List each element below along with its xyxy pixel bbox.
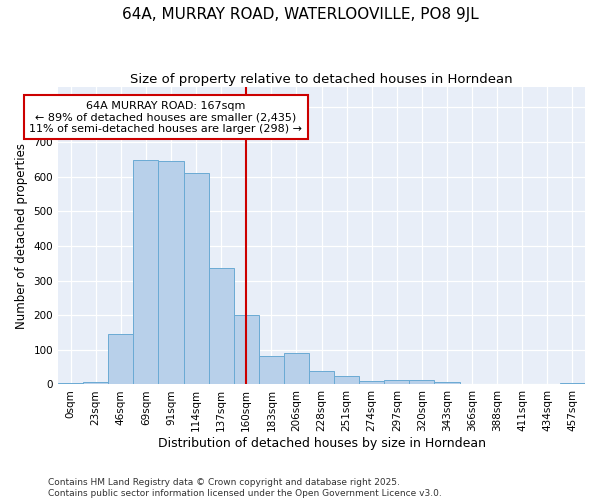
Bar [284, 354, 309, 384]
Bar [83, 382, 108, 384]
Bar [209, 268, 233, 384]
Bar [359, 381, 384, 384]
Bar [58, 382, 83, 384]
Bar [384, 380, 409, 384]
Bar [334, 376, 359, 384]
Text: 64A MURRAY ROAD: 167sqm
← 89% of detached houses are smaller (2,435)
11% of semi: 64A MURRAY ROAD: 167sqm ← 89% of detache… [29, 100, 302, 134]
Bar [133, 160, 158, 384]
Bar [409, 380, 434, 384]
X-axis label: Distribution of detached houses by size in Horndean: Distribution of detached houses by size … [158, 437, 485, 450]
Bar [560, 383, 585, 384]
Bar [158, 161, 184, 384]
Y-axis label: Number of detached properties: Number of detached properties [15, 142, 28, 328]
Bar [259, 356, 284, 384]
Bar [108, 334, 133, 384]
Bar [434, 382, 460, 384]
Text: 64A, MURRAY ROAD, WATERLOOVILLE, PO8 9JL: 64A, MURRAY ROAD, WATERLOOVILLE, PO8 9JL [122, 8, 478, 22]
Title: Size of property relative to detached houses in Horndean: Size of property relative to detached ho… [130, 72, 513, 86]
Bar [184, 172, 209, 384]
Bar [309, 370, 334, 384]
Text: Contains HM Land Registry data © Crown copyright and database right 2025.
Contai: Contains HM Land Registry data © Crown c… [48, 478, 442, 498]
Bar [233, 315, 259, 384]
